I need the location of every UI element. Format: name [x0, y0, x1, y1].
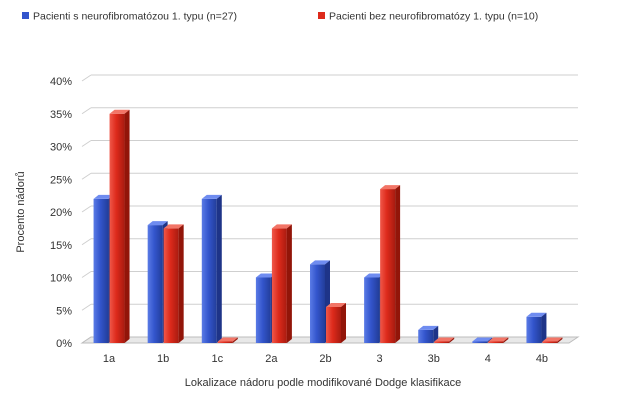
- bar-1c-series-1: [201, 194, 222, 343]
- bar-front: [364, 277, 380, 343]
- bar-front: [163, 228, 179, 343]
- y-tick-label: 30%: [50, 142, 72, 154]
- y-tick-label: 35%: [50, 109, 72, 121]
- legend-item-1: Pacienti s neurofibromatózou 1. typu (n=…: [22, 11, 237, 23]
- bar-front: [526, 316, 542, 343]
- bar-front: [217, 341, 233, 343]
- bar-2b-series-2: [326, 302, 346, 343]
- bar-front: [326, 306, 341, 343]
- bar-top: [109, 109, 130, 114]
- bar-side: [395, 185, 401, 343]
- bar-side: [449, 337, 455, 343]
- x-tick-label-3: 3: [377, 353, 383, 365]
- bar-top: [488, 337, 509, 342]
- bar-top: [163, 224, 184, 229]
- bar-front: [380, 189, 396, 343]
- bar-side: [286, 224, 292, 343]
- bar-top: [364, 273, 385, 278]
- bar-side: [124, 109, 130, 343]
- legend-label: Pacienti bez neurofibromatózy 1. typu (n…: [329, 11, 538, 23]
- bar-top: [271, 224, 292, 229]
- bar-side: [232, 337, 238, 343]
- gridline-depth: [81, 205, 92, 213]
- legend-swatch: [318, 12, 325, 19]
- gridline-depth: [81, 271, 92, 278]
- bar-side: [433, 325, 439, 343]
- bar-top: [147, 221, 168, 226]
- bar-side: [216, 194, 222, 343]
- bar-top: [380, 185, 401, 190]
- gridline-depth: [81, 107, 92, 115]
- bar-front: [255, 277, 271, 343]
- x-tick-label-1a: 1a: [103, 353, 116, 365]
- y-tick-label: 20%: [50, 207, 72, 219]
- bar-side: [341, 302, 346, 343]
- x-tick-label-3b: 3b: [428, 353, 440, 365]
- legend-swatch: [22, 12, 29, 19]
- y-tick-label: 10%: [50, 273, 72, 285]
- legend: Pacienti s neurofibromatózou 1. typu (n=…: [22, 11, 538, 23]
- gridline-depth: [81, 74, 92, 82]
- y-tick-label: 5%: [56, 305, 72, 317]
- bar-3b-series-2: [434, 337, 455, 343]
- bar-top: [255, 273, 276, 278]
- bar-side: [178, 224, 184, 343]
- y-tick-label: 40%: [50, 76, 72, 88]
- bar-top: [526, 312, 547, 317]
- bar-1b-series-2: [163, 224, 184, 343]
- bar-3b-series-1: [418, 325, 439, 343]
- bar-front: [109, 113, 125, 343]
- bar-front: [201, 198, 217, 343]
- x-tick-label-4b: 4b: [536, 353, 548, 365]
- y-axis-title: Procento nádorů: [15, 171, 27, 252]
- bar-top: [93, 194, 114, 199]
- x-axis-ticks: 1a 1b 1c 2a 2b 3 3b 4 4b: [103, 353, 548, 365]
- bar-top: [418, 325, 439, 330]
- x-axis-title: Lokalizace nádoru podle modifikované Dod…: [185, 377, 461, 389]
- y-tick-label: 25%: [50, 174, 72, 186]
- bar-top: [472, 337, 493, 342]
- x-tick-label-1b: 1b: [157, 353, 169, 365]
- bar-front: [310, 264, 325, 343]
- bar-front: [542, 341, 558, 343]
- bar-front: [147, 225, 163, 343]
- bar-top: [217, 337, 238, 342]
- bar-4b-series-1: [526, 312, 547, 343]
- bar-front: [434, 341, 450, 343]
- y-tick-label: 0%: [56, 338, 72, 350]
- bar-4-series-2: [488, 337, 509, 343]
- bar-2a-series-2: [271, 224, 292, 343]
- bar-front: [488, 341, 504, 343]
- y-axis-ticks: 0% 5% 10% 15% 20% 25% 30% 35% 40%: [50, 76, 72, 350]
- y-tick-label: 15%: [50, 240, 72, 252]
- bar-top: [310, 260, 330, 265]
- bar-front: [93, 198, 109, 343]
- bar-4b-series-2: [542, 337, 563, 343]
- bar-top: [326, 302, 346, 307]
- bar-front: [418, 329, 434, 343]
- legend-label: Pacienti s neurofibromatózou 1. typu (n=…: [33, 11, 237, 23]
- bar-1c-series-2: [217, 337, 238, 343]
- x-tick-label-2a: 2a: [265, 353, 278, 365]
- bar-front: [472, 341, 488, 343]
- gridline-depth: [81, 238, 92, 246]
- x-tick-label-2b: 2b: [319, 353, 331, 365]
- bar-side: [503, 337, 509, 343]
- gridline-depth: [81, 303, 92, 311]
- gridline-depth: [81, 140, 92, 147]
- bar-side: [557, 337, 563, 343]
- bar-top: [201, 194, 222, 199]
- bar-3-series-2: [380, 185, 401, 343]
- gridline-depth: [81, 172, 92, 180]
- x-tick-label-1c: 1c: [211, 353, 223, 365]
- bar-front: [271, 228, 287, 343]
- bar-top: [542, 337, 563, 342]
- bar-top: [434, 337, 455, 342]
- bar-side: [541, 312, 547, 343]
- legend-item-2: Pacienti bez neurofibromatózy 1. typu (n…: [318, 11, 538, 23]
- bar-1a-series-2: [109, 109, 130, 343]
- x-tick-label-4: 4: [485, 353, 491, 365]
- bars: [93, 109, 563, 343]
